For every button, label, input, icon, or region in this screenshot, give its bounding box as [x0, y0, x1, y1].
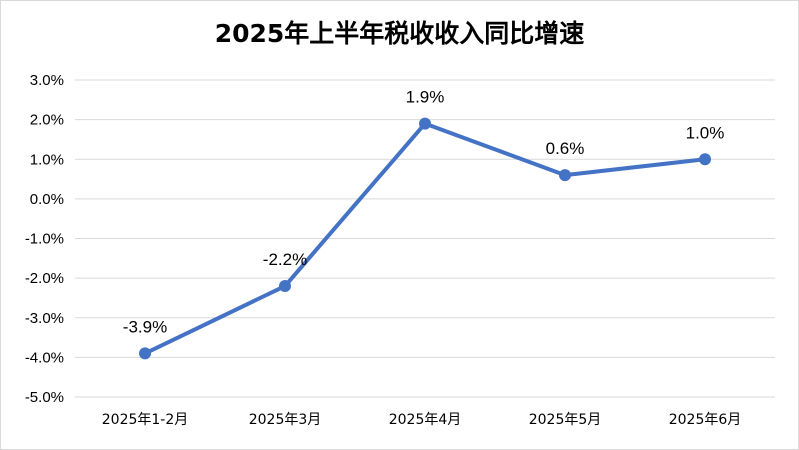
series-points [139, 117, 711, 360]
y-tick-label: -2.0% [25, 270, 64, 287]
y-tick-label: -5.0% [25, 389, 64, 406]
chart-title: 2025年上半年税收收入同比增速 [214, 19, 585, 48]
y-axis-ticks: 3.0% 2.0% 1.0% 0.0% -1.0% -2.0% -3.0% -4.0% -5.0… [25, 72, 64, 406]
data-label: -2.2% [263, 250, 307, 269]
x-tick-label: 2025年5月 [529, 412, 602, 428]
data-point [699, 153, 711, 166]
y-tick-label: 1.0% [30, 151, 64, 168]
y-tick-label: 2.0% [30, 112, 64, 129]
data-point [559, 169, 571, 182]
data-label: 0.6% [546, 139, 585, 158]
x-tick-label: 2025年6月 [669, 412, 742, 428]
data-label: -3.9% [123, 317, 167, 336]
y-tick-label: 3.0% [30, 72, 64, 89]
y-tick-label: -1.0% [25, 231, 64, 248]
x-tick-label: 2025年3月 [249, 412, 322, 428]
data-label: 1.9% [406, 88, 445, 107]
data-labels: -3.9% -2.2% 1.9% 0.6% 1.0% [123, 88, 725, 337]
data-label: 1.0% [686, 123, 725, 142]
y-tick-label: -3.0% [25, 310, 64, 327]
data-point [139, 347, 151, 360]
x-tick-label: 2025年1-2月 [102, 412, 189, 428]
grid-lines [75, 79, 775, 398]
data-point [419, 117, 431, 130]
x-axis-ticks: 2025年1-2月 2025年3月 2025年4月 2025年5月 2025年6月 [102, 412, 742, 428]
x-tick-label: 2025年4月 [389, 412, 462, 428]
data-point [279, 280, 291, 293]
y-tick-label: -4.0% [25, 349, 64, 366]
y-tick-label: 0.0% [30, 191, 64, 208]
